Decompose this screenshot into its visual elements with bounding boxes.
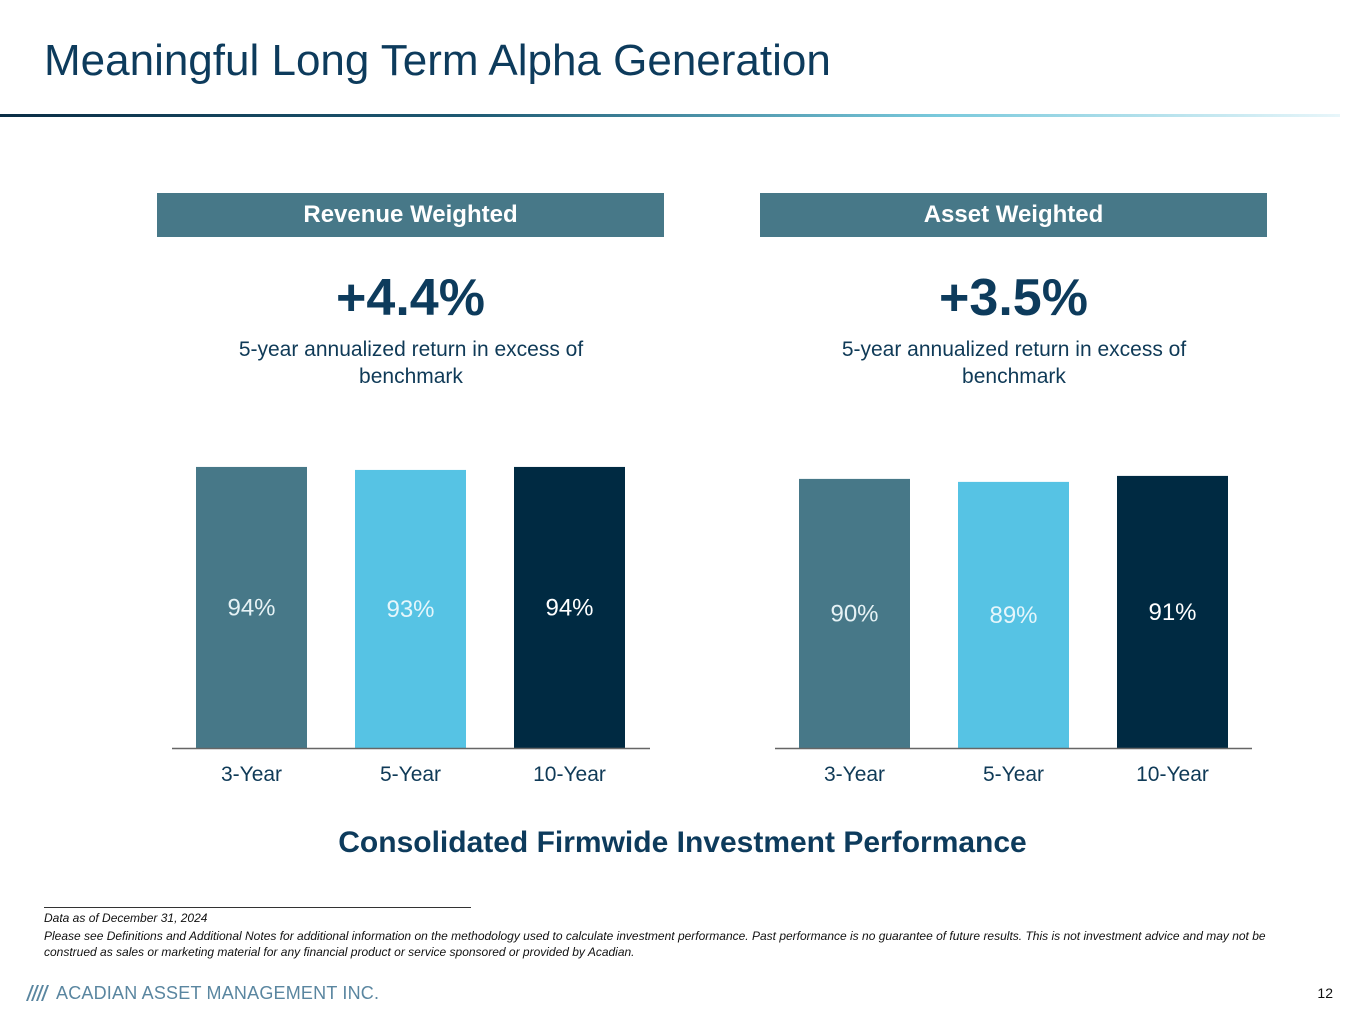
acadian-logo-icon <box>26 985 49 1001</box>
company-logo: ACADIAN ASSET MANAGEMENT INC. <box>26 983 379 1003</box>
revenue-weighted-x-tick-3-year: 3-Year <box>221 763 282 786</box>
panel-header-revenue-weighted: Revenue Weighted <box>157 193 664 237</box>
asset-weighted-value-label-10-year: 91% <box>1148 599 1196 626</box>
chart-section-title: Consolidated Firmwide Investment Perform… <box>338 826 1027 859</box>
revenue-weighted-excess-return: +4.4% <box>336 269 485 327</box>
page-title: Meaningful Long Term Alpha Generation <box>44 36 831 85</box>
footnote-divider <box>44 907 471 908</box>
panel-header-asset-weighted: Asset Weighted <box>760 193 1267 237</box>
revenue-weighted-bar-10-year <box>514 466 625 748</box>
logo-text: ACADIAN ASSET MANAGEMENT INC. <box>56 982 380 1003</box>
title-divider <box>0 114 1340 117</box>
revenue-weighted-value-label-10-year: 94% <box>545 594 593 621</box>
asset-weighted-bar-10-year <box>1117 475 1228 748</box>
revenue-weighted-value-label-3-year: 94% <box>227 594 275 621</box>
asset-weighted-bar-5-year <box>958 481 1069 748</box>
asset-weighted-value-label-5-year: 89% <box>989 602 1037 629</box>
footnote-disclaimer: Please see Definitions and Additional No… <box>44 929 1266 959</box>
asset-weighted-value-label-3-year: 90% <box>830 600 878 627</box>
asset-weighted-excess-return: +3.5% <box>939 269 1088 327</box>
asset-weighted-subtext: 5-year annualized return in excess of be… <box>841 338 1187 388</box>
revenue-weighted-subtext: 5-year annualized return in excess of be… <box>238 338 584 388</box>
footnote-date: Data as of December 31, 2024 <box>44 911 208 925</box>
revenue-weighted-value-label-5-year: 93% <box>386 596 434 623</box>
page-number: 12 <box>1317 985 1333 1001</box>
asset-weighted-x-tick-3-year: 3-Year <box>824 763 885 786</box>
revenue-weighted-bar-3-year <box>196 466 307 748</box>
revenue-weighted-bar-5-year <box>355 469 466 748</box>
revenue-weighted-x-tick-10-year: 10-Year <box>533 763 606 786</box>
asset-weighted-bar-3-year <box>799 478 910 748</box>
revenue-weighted-x-tick-5-year: 5-Year <box>380 763 441 786</box>
asset-weighted-x-tick-10-year: 10-Year <box>1136 763 1209 786</box>
asset-weighted-x-tick-5-year: 5-Year <box>983 763 1044 786</box>
